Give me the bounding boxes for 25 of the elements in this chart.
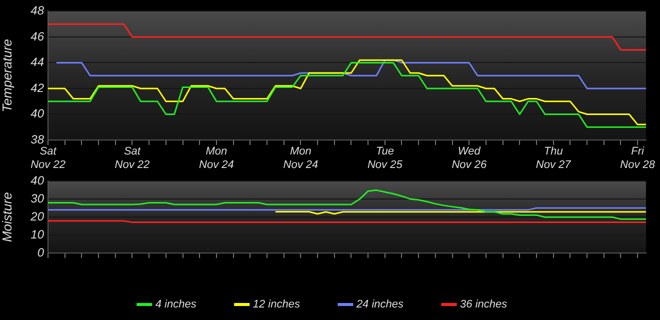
y-axis-title: Temperature — [0, 38, 14, 112]
x-tick-label: Tue Nov 25 — [367, 146, 404, 171]
legend-label: 36 inches — [460, 298, 508, 311]
x-tick-label: Sat Nov 22 — [114, 146, 150, 171]
x-tick-label: Sat Nov 22 — [30, 146, 66, 171]
x-tick-label: Wed Nov 26 — [452, 146, 488, 171]
y-tick-label: 44 — [30, 55, 44, 70]
y-tick-label: 20 — [30, 209, 44, 224]
legend-label: 4 inches — [155, 298, 197, 311]
y-tick-label: 48 — [30, 4, 44, 18]
x-tick-label: Fri Nov 28 — [620, 146, 656, 171]
legend-label: 24 inches — [355, 298, 404, 311]
y-tick-label: 30 — [30, 191, 44, 206]
y-tick-label: 42 — [30, 80, 44, 95]
y-tick-label: 0 — [37, 245, 44, 260]
y-tick-label: 38 — [30, 132, 44, 146]
y-axis-title: Moisture — [0, 192, 14, 242]
y-tick-label: 10 — [30, 227, 44, 242]
x-tick-label: Mon Nov 24 — [283, 146, 318, 171]
y-tick-label: 46 — [30, 29, 44, 44]
y-tick-label: 40 — [30, 174, 44, 188]
y-tick-label: 40 — [30, 106, 44, 121]
x-tick-label: Thu Nov 27 — [536, 146, 572, 171]
x-tick-label: Mon Nov 24 — [199, 146, 234, 171]
legend-label: 12 inches — [252, 298, 300, 311]
